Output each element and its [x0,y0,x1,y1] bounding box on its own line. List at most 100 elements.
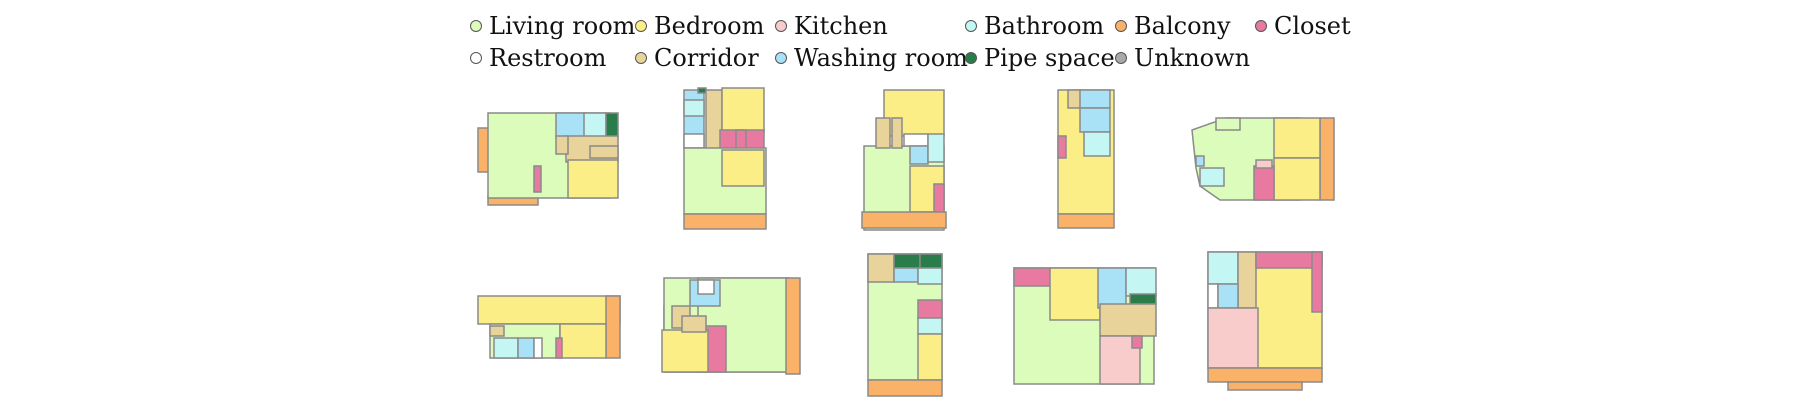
legend-dot-corridor [635,52,647,64]
legend: Living room Bedroom Kitchen Bathroom Balcony… [470,10,1370,80]
legend-label: Bathroom [984,12,1105,40]
room-bathroom [1199,167,1225,187]
room-living [1215,117,1241,131]
legend-label: Bedroom [654,12,765,40]
legend-item-bathroom: Bathroom [965,10,1104,42]
legend-dot-kitchen [775,20,787,32]
legend-dot-bedroom [635,20,647,32]
room-bedroom [1049,267,1101,321]
room-bathroom [1125,267,1157,297]
room-bedroom [477,295,621,325]
room-closet [1311,251,1323,313]
floorplan-3 [861,89,947,231]
room-corridor [1099,303,1157,337]
floorplan-9 [1013,267,1157,385]
room-balcony [861,211,947,229]
room-washing [1195,155,1205,167]
room-bedroom [917,333,943,381]
room-closet [933,183,945,213]
room-pipe [893,253,921,269]
floorplan-4 [1057,89,1115,229]
room-closet [917,299,943,319]
room-bathroom [917,317,943,335]
room-corridor [681,315,707,333]
legend-label: Kitchen [794,12,888,40]
room-closet [1013,267,1051,287]
legend-dot-living [470,20,482,32]
room-balcony [867,379,943,397]
legend-item-kitchen: Kitchen [775,10,888,42]
legend-dot-unknown [1115,52,1127,64]
room-restroom [1207,283,1219,309]
room-restroom [697,279,715,295]
legend-label: Balcony [1134,12,1231,40]
room-kitchen [1207,307,1259,369]
legend-item-corridor: Corridor [635,42,759,74]
legend-label: Pipe space [984,44,1115,72]
legend-item-balcony: Balcony [1115,10,1231,42]
floorplan-6 [477,295,621,359]
legend-label: Living room [489,12,636,40]
room-corridor [555,135,569,155]
room-closet [555,337,563,359]
room-bedroom [559,323,607,359]
legend-dot-restroom [470,52,482,64]
room-closet [735,129,747,151]
room-restroom [903,133,929,147]
room-corridor [867,253,895,283]
room-corridor [875,117,891,149]
room-restroom [533,337,543,359]
room-closet [705,325,727,373]
room-bathroom [683,99,705,117]
room-bathroom [583,112,607,139]
room-balcony [1207,367,1323,383]
room-bedroom [721,87,765,133]
room-washing [555,112,587,139]
legend-label: Restroom [489,44,607,72]
legend-item-washing: Washing room [775,42,968,74]
room-closet [533,165,542,193]
room-corridor [589,145,619,159]
room-balcony [683,213,767,230]
room-bedroom [661,329,709,373]
room-bathroom [917,267,943,285]
room-washing [909,145,929,165]
room-pipe [919,253,943,269]
legend-item-bedroom: Bedroom [635,10,764,42]
room-balcony [1227,381,1303,391]
room-bathroom [927,133,945,163]
room-bathroom [1083,131,1111,157]
legend-dot-balcony [1115,20,1127,32]
room-balcony [785,277,801,375]
room-balcony [1319,117,1335,201]
room-restroom [683,133,705,149]
floorplan-8 [867,253,943,397]
room-bathroom [493,337,519,359]
room-washing [1079,89,1111,109]
legend-label: Washing room [794,44,968,72]
floorplan-10 [1207,251,1323,391]
room-bedroom [721,149,765,187]
room-kitchen [1255,159,1273,169]
legend-label: Closet [1274,12,1351,40]
legend-item-unknown: Unknown [1115,42,1250,74]
floorplan-1 [477,112,619,206]
floorplan-7 [661,277,801,375]
legend-dot-bathroom [965,20,977,32]
room-pipe [1129,293,1157,305]
legend-item-living: Living room [470,10,635,42]
room-pipe [697,87,707,94]
room-washing [1097,267,1127,309]
legend-dot-closet [1255,20,1267,32]
room-closet [1057,135,1067,159]
room-washing [893,267,919,283]
room-corridor [891,117,903,149]
room-balcony [1057,213,1115,229]
room-bathroom [1207,251,1239,285]
room-washing [1079,107,1111,133]
room-bedroom [567,159,619,199]
room-closet [1131,335,1143,349]
room-balcony [605,295,621,359]
room-washing [1217,283,1239,309]
